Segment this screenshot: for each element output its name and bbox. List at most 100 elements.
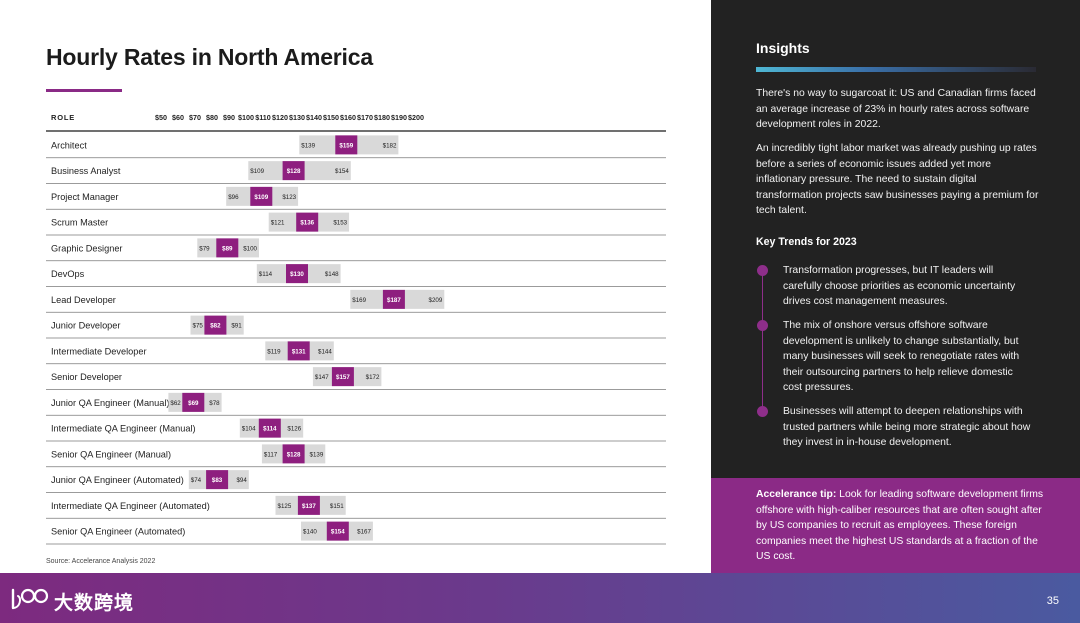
x-tick-label: $170	[357, 113, 373, 122]
low-value-label: $139	[301, 142, 315, 149]
median-bar	[282, 444, 305, 464]
role-label: Senior QA Engineer (Automated)	[51, 527, 185, 537]
brand-logo: 大数跨境	[10, 586, 150, 614]
median-value-label: $109	[254, 194, 268, 201]
source-note: Source: Accelerance Analysis 2022	[46, 558, 156, 565]
insights-paragraph: An incredibly tight labor market was alr…	[756, 143, 1039, 217]
role-label: Junior QA Engineer (Automated)	[51, 475, 184, 485]
role-label: Senior Developer	[51, 372, 122, 382]
trend-connector	[762, 270, 763, 412]
rates-chart: ROLE $50 $60 $70 $80 $90 $100 $110 $120 $130 $140 $…	[46, 113, 666, 545]
low-value-label: $96	[228, 194, 239, 201]
low-value-label: $121	[271, 220, 285, 227]
median-bar	[204, 315, 227, 335]
title-underline	[46, 89, 122, 92]
role-label: Architect	[51, 140, 87, 150]
page-title: Hourly Rates in North America	[46, 44, 373, 70]
low-value-label: $74	[191, 477, 202, 484]
role-label: Intermediate QA Engineer (Automated)	[51, 501, 210, 511]
median-value-label: $157	[336, 374, 350, 381]
median-value-label: $130	[290, 271, 304, 278]
trend-item: Transformation progresses, but IT leader…	[783, 265, 1016, 308]
low-value-label: $117	[264, 451, 278, 458]
median-value-label: $83	[212, 477, 223, 484]
median-value-label: $159	[339, 142, 353, 149]
high-value-label: $153	[333, 220, 347, 227]
median-value-label: $69	[188, 400, 199, 407]
logo-mark-icon	[11, 588, 49, 610]
median-value-label: $128	[287, 451, 301, 458]
role-column-header: ROLE	[51, 113, 75, 122]
key-trends-title: Key Trends for 2023	[756, 236, 857, 248]
x-tick-label: $70	[189, 113, 201, 122]
tip-label: Accelerance tip:	[756, 489, 837, 500]
high-value-label: $78	[209, 400, 220, 407]
median-bar	[182, 392, 205, 412]
bullet-dot-icon	[757, 406, 768, 417]
trend-item: The mix of onshore versus offshore softw…	[783, 320, 1020, 394]
low-value-label: $140	[303, 529, 317, 536]
page-number: 35	[1046, 595, 1059, 607]
median-bar	[297, 495, 320, 515]
high-value-label: $144	[318, 348, 332, 355]
trend-item: Businesses will attempt to deepen relati…	[783, 406, 1031, 449]
high-value-label: $123	[282, 194, 296, 201]
high-value-label: $154	[335, 168, 349, 175]
logo-text: 大数跨境	[54, 593, 135, 614]
role-label: Intermediate QA Engineer (Manual)	[51, 424, 196, 434]
role-label: Lead Developer	[51, 295, 116, 305]
median-bar	[326, 521, 349, 541]
role-label: Scrum Master	[51, 218, 108, 228]
tip-panel: Accelerance tip: Look for leading softwa…	[711, 478, 1080, 573]
x-tick-label: $120	[272, 113, 288, 122]
high-value-label: $91	[231, 323, 242, 330]
x-tick-label: $110	[255, 113, 271, 122]
median-value-label: $136	[300, 220, 314, 227]
high-value-label: $172	[366, 374, 380, 381]
high-value-label: $139	[310, 451, 324, 458]
role-label: Business Analyst	[51, 166, 121, 176]
median-bar	[287, 341, 310, 361]
x-tick-label: $100	[238, 113, 254, 122]
median-value-label: $114	[263, 426, 277, 433]
low-value-label: $114	[259, 271, 273, 278]
median-value-label: $154	[331, 529, 345, 536]
x-tick-label: $200	[408, 113, 424, 122]
median-bar	[206, 470, 229, 490]
median-bar	[282, 161, 305, 181]
x-tick-label: $90	[223, 113, 235, 122]
insights-paragraph: There's no way to sugarcoat it: US and C…	[756, 88, 1036, 131]
role-label: Junior Developer	[51, 321, 120, 331]
low-value-label: $62	[170, 400, 181, 407]
high-value-label: $94	[236, 477, 247, 484]
low-value-label: $125	[278, 503, 292, 510]
median-value-label: $131	[292, 348, 306, 355]
median-value-label: $82	[210, 323, 221, 330]
median-bar	[296, 212, 319, 232]
high-value-label: $209	[429, 297, 443, 304]
median-bar	[335, 135, 358, 155]
role-label: Graphic Designer	[51, 243, 123, 253]
role-label: Junior QA Engineer (Manual)	[51, 398, 169, 408]
low-value-label: $104	[242, 426, 256, 433]
role-label: Senior QA Engineer (Manual)	[51, 449, 171, 459]
low-value-label: $147	[315, 374, 329, 381]
low-value-label: $169	[352, 297, 366, 304]
role-label: Intermediate Developer	[51, 346, 147, 356]
x-tick-label: $130	[289, 113, 305, 122]
median-value-label: $137	[302, 503, 316, 510]
high-value-label: $100	[243, 245, 257, 252]
median-bar	[382, 289, 405, 309]
x-tick-label: $60	[172, 113, 184, 122]
x-tick-label: $190	[391, 113, 407, 122]
x-tick-label: $50	[155, 113, 167, 122]
x-tick-label: $160	[340, 113, 356, 122]
median-bar	[286, 264, 308, 284]
high-value-label: $151	[330, 503, 344, 510]
high-value-label: $148	[325, 271, 339, 278]
insights-panel: Insights There's no way to sugarcoat it:…	[711, 0, 1080, 478]
tip-body: Look for leading software development fi…	[756, 489, 1044, 562]
tip-text: Accelerance tip: Look for leading softwa…	[756, 487, 1046, 565]
median-bar	[331, 367, 354, 387]
role-label: DevOps	[51, 269, 85, 279]
